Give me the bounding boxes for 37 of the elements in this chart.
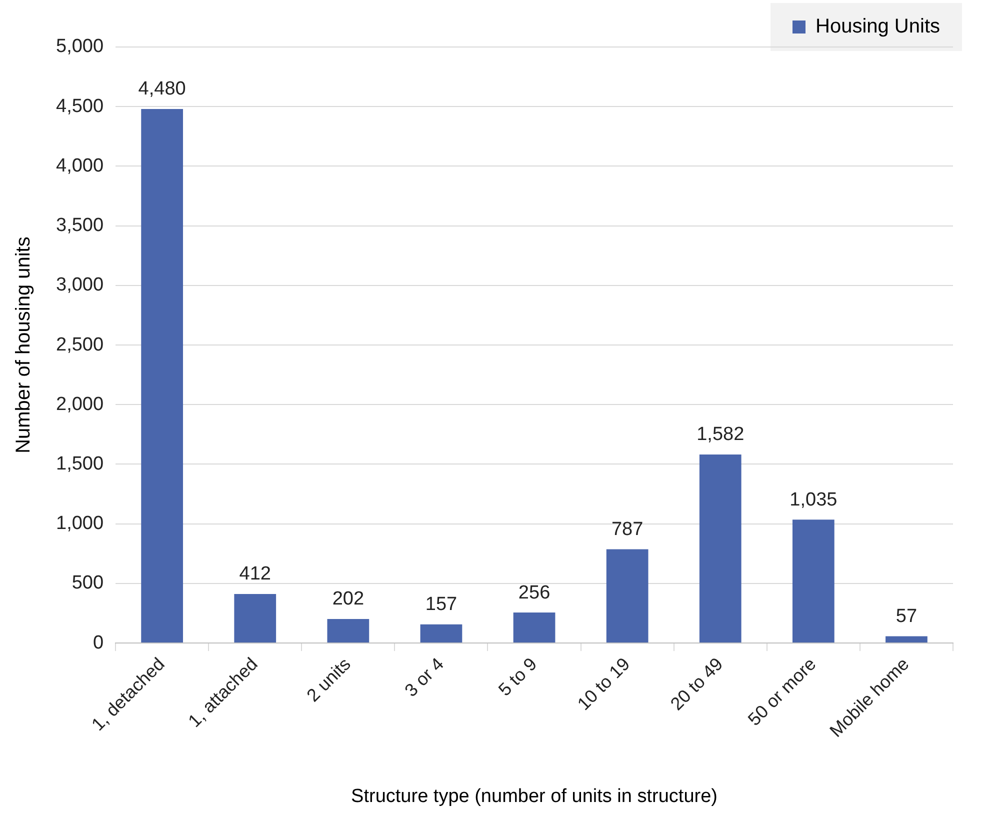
y-tick-label: 5,000 (56, 36, 104, 58)
x-tick-label: 10 to 19 (574, 654, 634, 714)
y-tick-label: 1,500 (56, 453, 104, 474)
bar (141, 108, 184, 643)
y-tick-label: 500 (72, 572, 104, 594)
data-label: 787 (611, 518, 644, 540)
bar (699, 454, 742, 643)
x-axis-title: Structure type (number of units in structure) (351, 786, 718, 807)
data-label: 157 (425, 594, 458, 616)
data-label: 202 (332, 588, 364, 610)
x-tick-label: 5 to 9 (494, 654, 541, 700)
data-label: 1,035 (790, 489, 838, 510)
x-tick-label: 3 or 4 (400, 654, 448, 701)
bar (234, 594, 276, 643)
legend-label: Housing Units (816, 16, 940, 38)
data-label: 412 (239, 564, 271, 585)
y-tick-label: 0 (92, 632, 104, 654)
bar (792, 520, 834, 643)
y-tick-label: 1,000 (56, 513, 104, 534)
data-label: 256 (518, 582, 550, 604)
y-axis-title: Number of housing units (12, 236, 35, 454)
x-tick-label: 20 to 49 (666, 654, 727, 714)
y-tick-label: 3,500 (56, 215, 104, 236)
x-tick-label: 2 units (302, 654, 355, 706)
y-tick-label: 2,000 (56, 394, 104, 415)
y-tick-label: 4,000 (56, 155, 104, 176)
data-label: 1,582 (696, 424, 744, 446)
bar (327, 618, 370, 643)
data-label: 4,480 (138, 78, 186, 100)
y-tick-label: 3,000 (56, 274, 104, 296)
bar (513, 612, 556, 643)
bar (606, 549, 648, 643)
y-tick-label: 4,500 (56, 96, 104, 117)
data-label: 57 (896, 606, 918, 627)
bar (886, 636, 928, 643)
y-tick-label: 2,500 (56, 334, 104, 356)
bar (420, 624, 462, 643)
